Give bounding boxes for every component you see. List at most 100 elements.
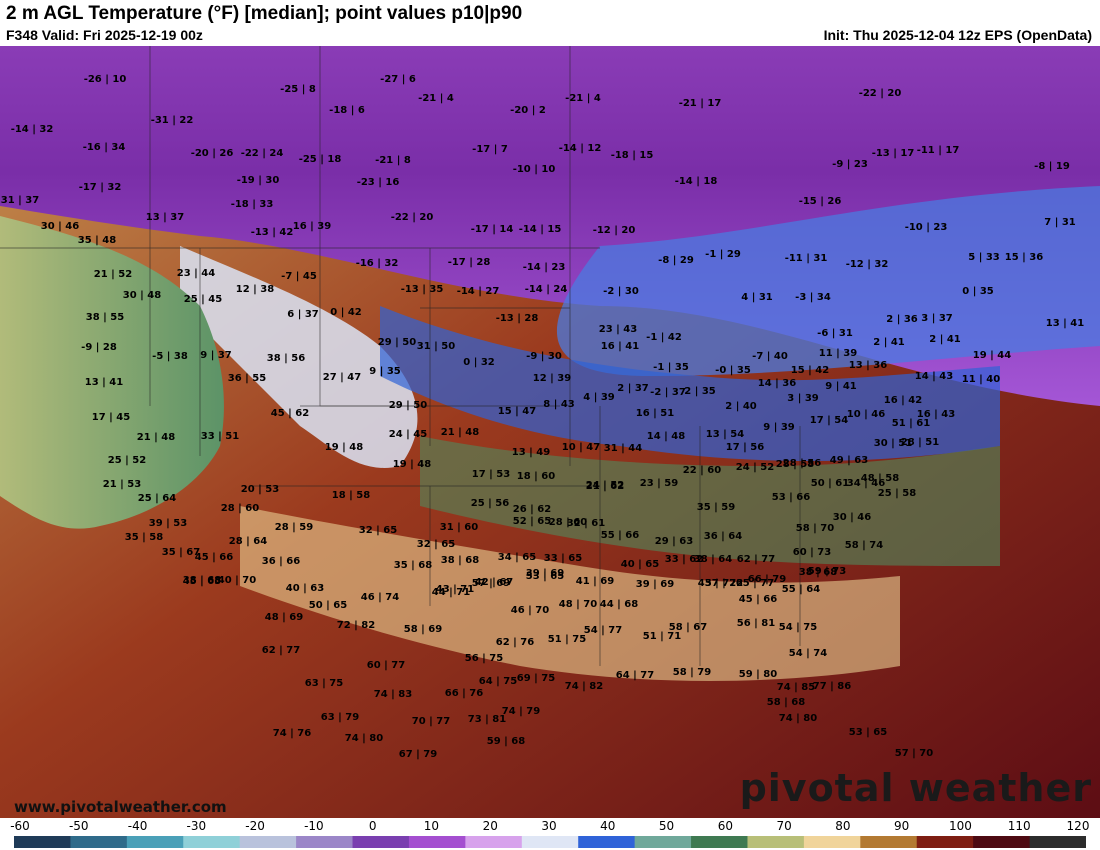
colorbar-tick-label: 80 [835, 819, 851, 833]
point-value-label: 53 | 65 [526, 571, 564, 582]
point-value-label: -11 | 31 [785, 253, 828, 264]
point-value-label: 19 | 48 [393, 459, 431, 470]
point-value-label: 58 | 70 [796, 523, 834, 534]
colorbar-segment [916, 836, 974, 848]
colorbar-segment [803, 836, 861, 848]
point-value-label: -16 | 32 [356, 258, 399, 269]
point-value-label: 28 | 59 [275, 522, 313, 533]
point-value-label: 31 | 50 [417, 341, 455, 352]
point-value-label: 5 | 33 [968, 252, 1000, 263]
point-value-label: 38 | 55 [86, 312, 124, 323]
colorbar-tick-label: 100 [948, 819, 972, 833]
point-value-label: 44 | 68 [600, 599, 638, 610]
point-value-label: 38 | 64 [694, 554, 732, 565]
point-value-label: 58 | 67 [669, 622, 707, 633]
point-value-label: 48 | 69 [265, 612, 303, 623]
point-value-label: 63 | 75 [305, 678, 343, 689]
point-value-label: 38 | 68 [183, 575, 221, 586]
point-value-label: 3 | 37 [921, 313, 953, 324]
point-value-label: -1 | 35 [653, 362, 689, 373]
point-value-label: 55 | 66 [601, 530, 639, 541]
point-value-label: 14 | 43 [915, 371, 953, 382]
point-value-label: 45 | 65 [183, 576, 221, 587]
point-values: -26 | 10-25 | 8-27 | 6-21 | 4-18 | 6 -20 … [1, 74, 1084, 760]
point-value-label: -6 | 31 [817, 328, 853, 339]
colorbar: -60 -50 -40 -30 -20 -10 0 10 20 30 40 50 60 70 80 90 100… [0, 818, 1100, 850]
point-value-label: -12 | 20 [593, 225, 636, 236]
point-value-label: -2 | 30 [603, 286, 639, 297]
point-value-label: 74 | 80 [345, 733, 383, 744]
point-value-label: 9 | 37 [200, 350, 232, 361]
point-value-label: -22 | 20 [859, 88, 902, 99]
colorbar-segment [973, 836, 1031, 848]
point-value-label: 28 | 51 [901, 437, 939, 448]
point-value-label: 28 | 56 [783, 458, 821, 469]
point-value-label: 42 | 67 [475, 577, 513, 588]
point-value-label: 27 | 47 [323, 372, 361, 383]
point-value-label: 29 | 50 [378, 337, 416, 348]
colorbar-segment [408, 836, 466, 848]
point-value-label: -13 | 42 [251, 227, 294, 238]
point-value-label: 30 | 46 [833, 512, 871, 523]
colorbar-tick-label: -20 [245, 819, 265, 833]
colorbar-tick-label: 60 [717, 819, 733, 833]
point-value-label: 18 | 58 [332, 490, 370, 501]
point-value-label: 24 | 52 [586, 480, 624, 491]
point-value-label: -13 | 17 [872, 148, 915, 159]
colorbar-segment [691, 836, 748, 848]
colorbar-segment [521, 836, 579, 848]
point-value-label: -18 | 6 [329, 105, 365, 116]
point-value-label: 44 | 71 [432, 587, 470, 598]
point-value-label: -10 | 10 [513, 164, 556, 175]
point-value-label: 13 | 36 [849, 360, 887, 371]
point-value-label: 21 | 48 [441, 427, 479, 438]
colorbar-tick-label: 90 [894, 819, 910, 833]
point-value-label: 2 | 36 [886, 314, 918, 325]
point-value-label: 58 | 79 [673, 667, 711, 678]
point-value-label: 14 | 36 [758, 378, 796, 389]
colorbar-segment [239, 836, 297, 848]
point-value-label: 10 | 47 [562, 442, 600, 453]
point-value-label: -31 | 22 [151, 115, 194, 126]
blue-band [380, 306, 1000, 461]
point-value-label: 35 | 59 [697, 502, 735, 513]
point-value-label: 9 | 35 [369, 366, 401, 377]
point-value-label: -8 | 29 [658, 255, 694, 266]
point-value-label: -22 | 20 [391, 212, 434, 223]
colorbar-segment [1029, 836, 1086, 848]
point-value-label: 66 | 76 [445, 688, 483, 699]
point-value-label: 65 | 77 [736, 578, 774, 589]
point-value-label: 57 | 69 [472, 578, 510, 589]
point-value-label: 45 | 62 [271, 408, 309, 419]
point-value-label: 2 | 41 [929, 334, 961, 345]
point-value-label: -25 | 18 [299, 154, 342, 165]
point-value-label: 19 | 48 [325, 442, 363, 453]
colorbar-tick-label: 10 [423, 819, 440, 833]
point-value-label: 56 | 81 [737, 618, 775, 629]
point-value-label: 38 | 68 [441, 555, 479, 566]
point-value-label: -21 | 8 [375, 155, 411, 166]
point-value-label: 66 | 79 [748, 574, 786, 585]
point-value-label: 16 | 39 [293, 221, 331, 232]
point-value-label: 51 | 71 [643, 631, 681, 642]
point-value-label: -17 | 28 [448, 257, 491, 268]
point-value-label: 57 | 72 [705, 578, 743, 589]
point-value-label: 36 | 66 [262, 556, 300, 567]
temperature-map: -26 | 10 -25 | 8 -27 | 6 -21 | 4 -18 | 6 -20 … [0, 46, 1100, 818]
point-value-label: -7 | 45 [281, 271, 317, 282]
colorbar-tick-label: -10 [304, 819, 324, 833]
point-value-label: 69 | 75 [517, 673, 555, 684]
point-value-label: -13 | 35 [401, 284, 444, 295]
point-value-label: 43 | 71 [436, 584, 474, 595]
point-value-label: 53 | 66 [772, 492, 810, 503]
point-value-label: 12 | 39 [533, 373, 571, 384]
point-value-label: -10 | 23 [905, 222, 948, 233]
point-value-label: 74 | 80 [779, 713, 817, 724]
point-value-label: 72 | 82 [337, 620, 375, 631]
colorbar-gradient [14, 836, 1086, 848]
point-value-label: 62 | 77 [262, 645, 300, 656]
state-borders [0, 46, 801, 666]
point-value-label: 32 | 65 [417, 539, 455, 550]
point-value-label: 11 | 39 [819, 348, 857, 359]
point-value-label: 57 | 70 [895, 748, 933, 759]
